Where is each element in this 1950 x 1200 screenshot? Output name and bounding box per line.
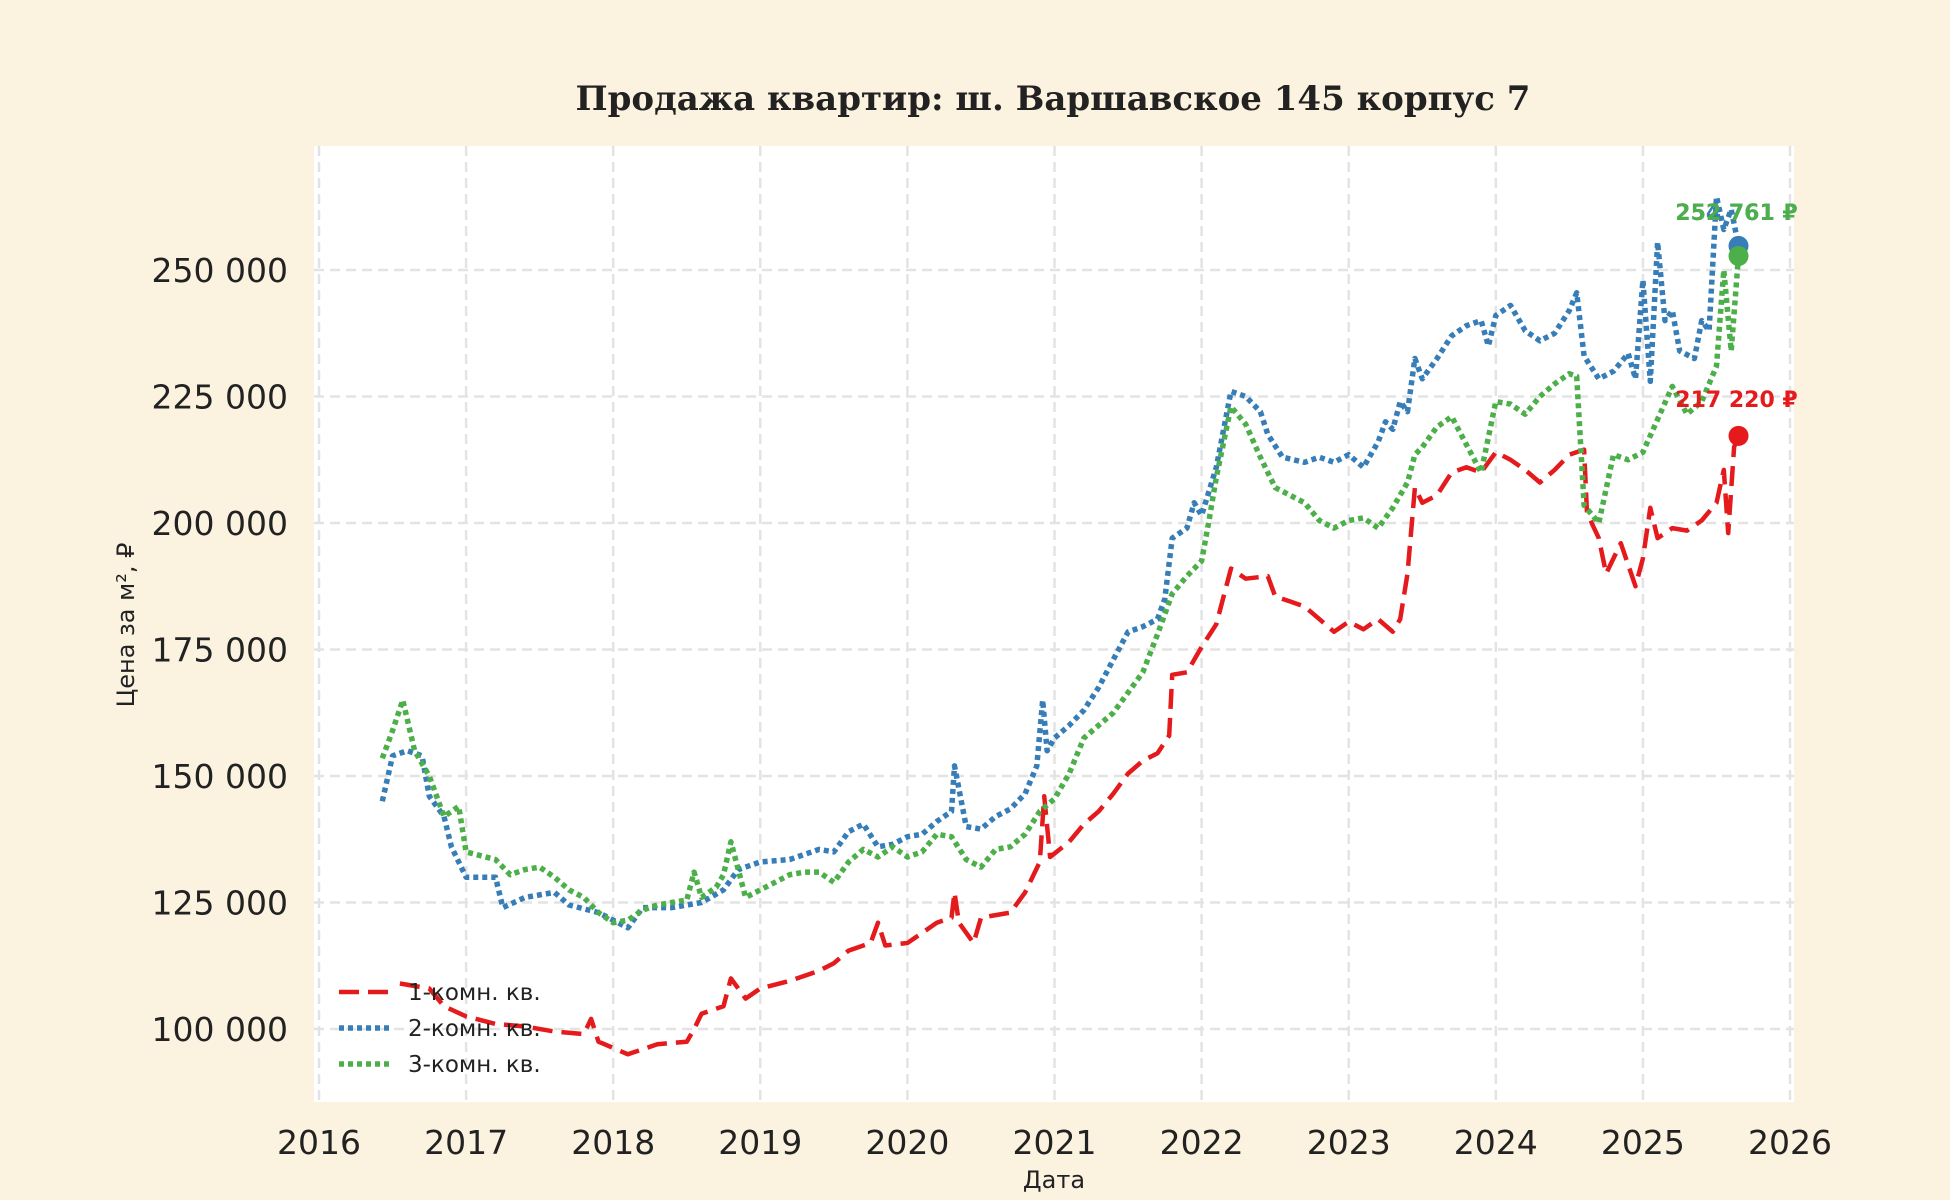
legend-label-2: 2-комн. кв. [408, 1016, 541, 1042]
x-axis-ticks: 2016 2017 2018 2019 2020 2021 2022 2023 2024 2025… [277, 1123, 1832, 1162]
x-tick-label: 2024 [1454, 1123, 1538, 1162]
series-layer [379, 193, 1742, 1057]
x-tick-label: 2025 [1601, 1123, 1685, 1162]
legend-label-1: 1-комн. кв. [408, 980, 541, 1006]
legend-label-3: 3-комн. кв. [408, 1052, 541, 1078]
plot-area [314, 146, 1794, 1102]
y-tick-label: 100 000 [152, 1010, 288, 1049]
y-tick-label: 175 000 [152, 631, 288, 670]
x-tick-label: 2026 [1748, 1123, 1832, 1162]
y-tick-label: 225 000 [152, 378, 288, 417]
legend: 1-комн. кв. 2-комн. кв. 3-комн. кв. [339, 980, 541, 1078]
x-tick-label: 2022 [1160, 1123, 1244, 1162]
grid [314, 146, 1794, 1102]
series-line-3 [379, 255, 1742, 926]
x-axis-label: Дата [1023, 1166, 1085, 1194]
y-tick-label: 250 000 [152, 251, 288, 290]
x-tick-label: 2018 [571, 1123, 655, 1162]
y-axis-label: Цена за м², ₽ [112, 543, 140, 708]
y-tick-label: 150 000 [152, 757, 288, 796]
x-tick-label: 2021 [1013, 1123, 1097, 1162]
x-tick-label: 2019 [718, 1123, 802, 1162]
end-value-label-3: 252 761 ₽ [1675, 201, 1797, 226]
x-tick-label: 2023 [1307, 1123, 1391, 1162]
y-axis-ticks: 100 000 125 000 150 000 175 000 200 000 225 0… [152, 251, 288, 1049]
end-marker-1 [1728, 425, 1749, 446]
series-line-1 [399, 435, 1741, 1057]
y-tick-label: 200 000 [152, 504, 288, 543]
end-value-label-2: 254 761 ₽ [1675, 201, 1797, 226]
end-marker-3 [1728, 246, 1749, 267]
x-tick-label: 2017 [424, 1123, 508, 1162]
y-tick-label: 125 000 [152, 884, 288, 923]
series-line-2 [379, 193, 1742, 931]
chart-title: Продажа квартир: ш. Варшавское 145 корпу… [576, 79, 1531, 119]
x-tick-label: 2020 [865, 1123, 949, 1162]
end-value-label-1: 217 220 ₽ [1675, 388, 1797, 413]
end-markers: 217 220 ₽ 254 761 ₽252 761 ₽ [1675, 201, 1798, 446]
x-tick-label: 2016 [277, 1123, 361, 1162]
